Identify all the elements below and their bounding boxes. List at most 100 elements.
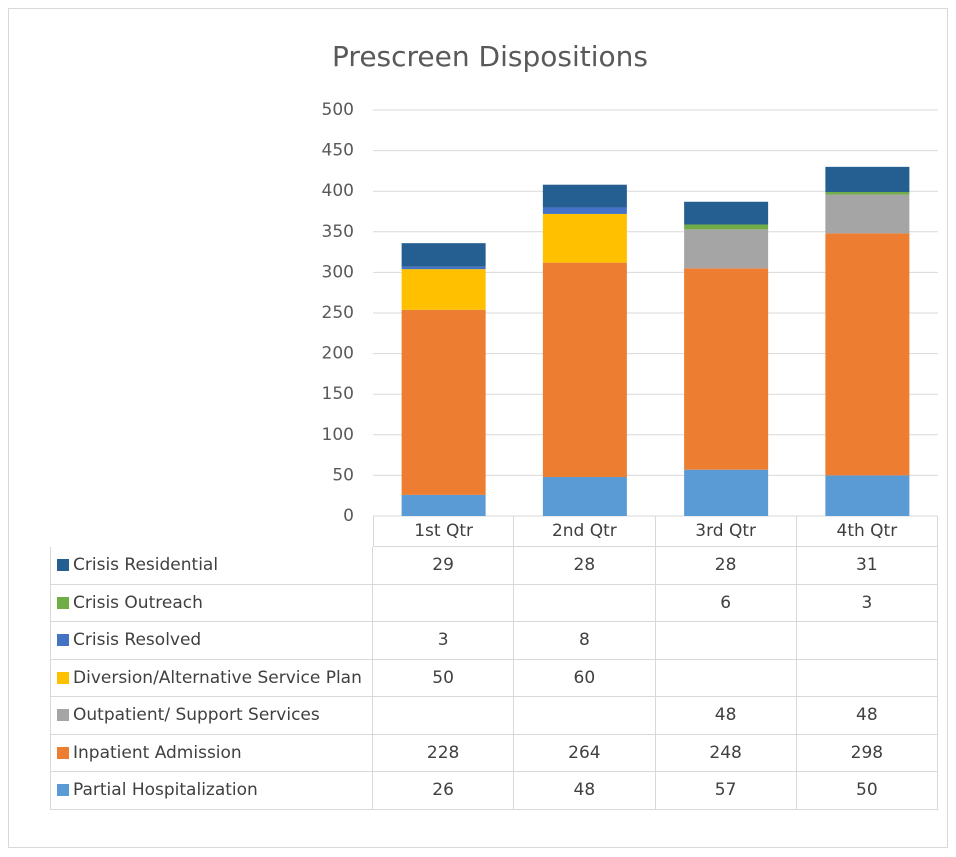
- y-tick-label: 50: [332, 465, 354, 485]
- table-value: 28: [714, 555, 737, 576]
- legend-cell: Crisis Resolved: [50, 622, 373, 660]
- table-value: 3: [861, 592, 873, 613]
- y-tick-label: 150: [322, 384, 354, 404]
- bar-segment: [542, 184, 627, 208]
- table-value: 31: [856, 555, 878, 576]
- bar-segment: [684, 229, 769, 269]
- bar-segment: [825, 475, 910, 516]
- table-value: 26: [432, 780, 454, 801]
- x-tick-label: 4th Qtr: [796, 516, 938, 547]
- table-header: 1st Qtr 2nd Qtr 3rd Qtr 4th Qtr: [50, 516, 938, 547]
- table-row: Outpatient/ Support Services 48 48: [50, 697, 938, 735]
- table-cell: 57: [655, 772, 797, 810]
- bar-segment: [684, 224, 769, 230]
- legend-key: [57, 709, 69, 722]
- chart-title: Prescreen Dispositions: [332, 40, 648, 73]
- legend-cell: Partial Hospitalization: [50, 772, 373, 810]
- legend-label: Crisis Outreach: [73, 592, 203, 613]
- table-cell: 228: [373, 734, 515, 772]
- table-cell: 28: [514, 547, 656, 585]
- table-value: 48: [714, 705, 737, 726]
- legend-cell: Crisis Residential: [50, 547, 373, 585]
- table-cell: [373, 697, 515, 735]
- legend-key: [57, 559, 69, 572]
- bar-segment: [401, 243, 486, 267]
- y-tick-label: 300: [322, 262, 354, 282]
- table-cell: [373, 584, 515, 622]
- table-cell: 298: [796, 734, 938, 772]
- table-cell: 3: [373, 622, 515, 660]
- table-value: 48: [573, 780, 596, 801]
- bar-segment: [542, 262, 627, 478]
- table-cell: 60: [514, 659, 656, 697]
- bar-segment: [825, 192, 910, 195]
- table-value: 57: [714, 780, 737, 801]
- table-cell: 26: [373, 772, 515, 810]
- table-value: 50: [432, 667, 454, 688]
- table-value: 29: [432, 555, 454, 576]
- x-tick-label: 2nd Qtr: [514, 516, 656, 547]
- bar-segment: [542, 207, 627, 214]
- table-cell: 248: [655, 734, 797, 772]
- table-value: 8: [578, 630, 590, 651]
- legend-label: Inpatient Admission: [73, 742, 242, 763]
- table-cell: [514, 584, 656, 622]
- y-tick-label: 400: [322, 181, 354, 201]
- bar-segment: [401, 269, 486, 310]
- chart-frame: [8, 8, 948, 848]
- table-cell: 50: [373, 659, 515, 697]
- table-cell: 29: [373, 547, 515, 585]
- table-value: 48: [856, 705, 878, 726]
- y-tick-label: 250: [322, 303, 354, 323]
- table-cell: 48: [514, 772, 656, 810]
- table-cell: 8: [514, 622, 656, 660]
- table-cell: 31: [796, 547, 938, 585]
- bar-segment: [401, 266, 486, 270]
- table-value: 6: [720, 592, 732, 613]
- x-tick-label: 1st Qtr: [373, 516, 515, 547]
- table-value: 3: [437, 630, 449, 651]
- bar-segment: [401, 494, 486, 516]
- legend-cell: Inpatient Admission: [50, 734, 373, 772]
- table-cell: 48: [796, 697, 938, 735]
- legend-cell: Outpatient/ Support Services: [50, 697, 373, 735]
- bar-segment: [825, 194, 910, 234]
- y-tick-label: 100: [322, 425, 354, 445]
- table-row: Crisis Resolved 3 8: [50, 622, 938, 660]
- bar-segment: [401, 309, 486, 495]
- table-cell: [796, 659, 938, 697]
- bar-segment: [684, 268, 769, 470]
- y-tick-label: 500: [322, 100, 354, 120]
- legend-label: Outpatient/ Support Services: [73, 705, 320, 726]
- legend-cell: Crisis Outreach: [50, 584, 373, 622]
- table-row: Partial Hospitalization 26 48 57 50: [50, 772, 938, 810]
- legend-key: [57, 784, 69, 797]
- bar-segment: [684, 469, 769, 516]
- legend-cell: Diversion/Alternative Service Plan: [50, 659, 373, 697]
- table-cell: 264: [514, 734, 656, 772]
- table-value: 60: [573, 667, 596, 688]
- table-value: 50: [856, 780, 878, 801]
- legend-key: [57, 596, 69, 609]
- table-cell: 50: [796, 772, 938, 810]
- table-cell: 3: [796, 584, 938, 622]
- bar-segment: [542, 213, 627, 263]
- table-row: Crisis Outreach 6 3: [50, 584, 938, 622]
- table-row: Diversion/Alternative Service Plan 50 60: [50, 659, 938, 697]
- legend-label: Crisis Resolved: [73, 630, 202, 651]
- table-cell: 28: [655, 547, 797, 585]
- table-cell: [514, 697, 656, 735]
- legend-key: [57, 671, 69, 684]
- bar-segment: [825, 166, 910, 193]
- table-value: 248: [709, 742, 742, 763]
- legend-label: Partial Hospitalization: [73, 780, 258, 801]
- table-cell: [655, 659, 797, 697]
- legend-key: [57, 634, 69, 647]
- table-cell: [796, 622, 938, 660]
- table-cell: 48: [655, 697, 797, 735]
- y-tick-label: 200: [322, 344, 354, 364]
- y-tick-label: 450: [322, 141, 354, 161]
- table-cell: [655, 622, 797, 660]
